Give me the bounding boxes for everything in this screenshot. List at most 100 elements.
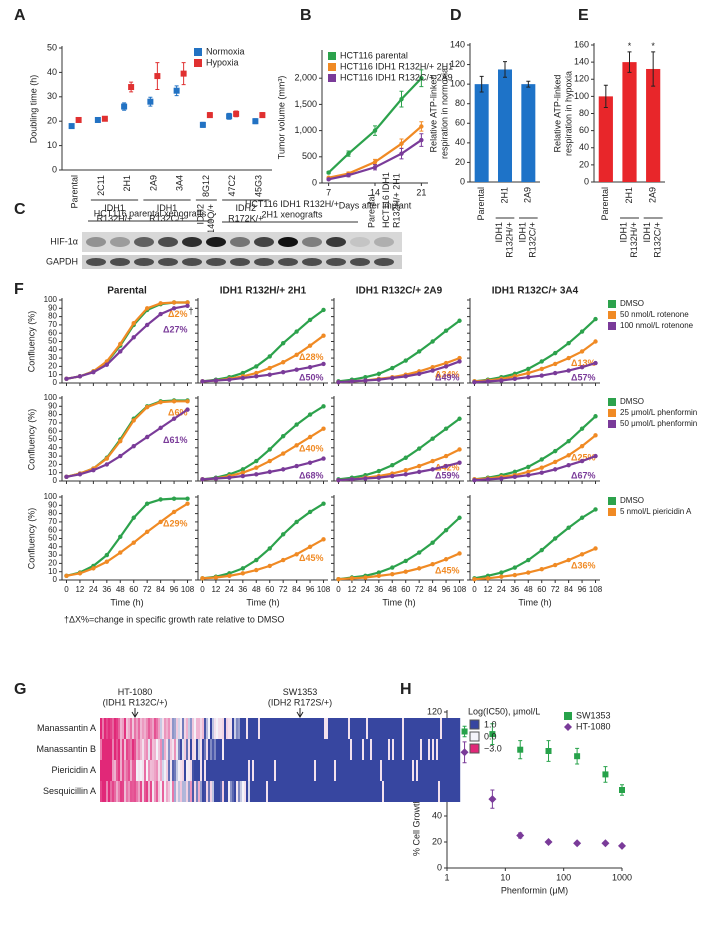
x-tick-label: 0 bbox=[336, 585, 341, 594]
heatmap-cell bbox=[112, 718, 115, 739]
annotation: Δ36% bbox=[571, 561, 595, 571]
heatmap-cell bbox=[358, 760, 361, 781]
heatmap-cell bbox=[418, 718, 421, 739]
heatmap-cell bbox=[426, 781, 429, 802]
heatmap-cell bbox=[410, 781, 413, 802]
category-label: 2A9 bbox=[148, 175, 158, 191]
point bbox=[443, 364, 449, 369]
heatmap-cell bbox=[274, 781, 277, 802]
line bbox=[202, 457, 324, 481]
point bbox=[552, 350, 558, 356]
heatmap-cell bbox=[150, 718, 153, 739]
heatmap-cell bbox=[444, 781, 447, 802]
heatmap-cell bbox=[112, 781, 115, 802]
heatmap-cell bbox=[212, 781, 215, 802]
heatmap-cell bbox=[250, 760, 253, 781]
point bbox=[200, 379, 205, 384]
heatmap-cell bbox=[308, 718, 311, 739]
x-tick-label: 72 bbox=[415, 585, 424, 594]
heatmap-cell bbox=[400, 718, 403, 739]
heatmap-cell bbox=[216, 781, 219, 802]
heatmap-cell bbox=[332, 781, 335, 802]
heatmap-cell bbox=[152, 781, 155, 802]
heatmap-cell bbox=[390, 781, 393, 802]
legend-label: HCT116 parental bbox=[340, 50, 408, 60]
x-tick-label: 96 bbox=[578, 585, 587, 594]
x-tick-label: 108 bbox=[453, 585, 467, 594]
heatmap-cell bbox=[130, 781, 133, 802]
heatmap-cell bbox=[160, 718, 163, 739]
heatmap-cell bbox=[240, 760, 243, 781]
heatmap-cell bbox=[126, 781, 129, 802]
heatmap-cell bbox=[296, 781, 299, 802]
heatmap-cell bbox=[134, 739, 137, 760]
heatmap-cell bbox=[238, 760, 241, 781]
heatmap-cell bbox=[130, 739, 133, 760]
heatmap-cell bbox=[182, 739, 185, 760]
y-tick-label: 100 bbox=[44, 295, 58, 304]
heatmap-cell bbox=[128, 781, 131, 802]
heatmap-cell bbox=[382, 739, 385, 760]
point bbox=[430, 458, 435, 464]
error-bar bbox=[546, 840, 551, 844]
heatmap-cell bbox=[232, 739, 235, 760]
point bbox=[363, 575, 368, 580]
heatmap-cell bbox=[364, 718, 367, 739]
heatmap-cell bbox=[326, 781, 329, 802]
heatmap-cell bbox=[222, 718, 225, 739]
x-tick-label: 84 bbox=[428, 585, 437, 594]
heatmap-cell bbox=[170, 718, 173, 739]
point bbox=[158, 425, 163, 431]
y-tick-label: 10 bbox=[48, 567, 57, 576]
error-bar bbox=[346, 173, 351, 178]
point bbox=[77, 571, 83, 576]
heatmap-row-label: Manassantin A bbox=[37, 723, 96, 733]
heatmap-cell bbox=[110, 760, 113, 781]
error-bar bbox=[518, 832, 523, 839]
heatmap-cell bbox=[386, 781, 389, 802]
heatmap-cell bbox=[346, 760, 349, 781]
annotation: Δ45% bbox=[435, 566, 459, 576]
heatmap-cell bbox=[362, 781, 365, 802]
heatmap-cell bbox=[258, 718, 261, 739]
error-bar bbox=[419, 69, 424, 88]
line bbox=[202, 362, 324, 383]
point bbox=[171, 300, 177, 305]
y-tick-label: 0 bbox=[53, 378, 58, 387]
point bbox=[349, 379, 355, 384]
heatmap-cell bbox=[110, 718, 113, 739]
heatmap-cell bbox=[422, 760, 425, 781]
heatmap-cell bbox=[282, 760, 285, 781]
heatmap-cell bbox=[266, 781, 269, 802]
heatmap-cell bbox=[332, 739, 335, 760]
heatmap-cell bbox=[186, 718, 189, 739]
point bbox=[430, 540, 435, 545]
point bbox=[77, 374, 83, 379]
point bbox=[321, 426, 326, 431]
heatmap-cell bbox=[244, 760, 247, 781]
heatmap-cell bbox=[230, 781, 233, 802]
point bbox=[403, 558, 408, 564]
heatmap-cell bbox=[224, 760, 227, 781]
chart-title: Parental bbox=[107, 286, 147, 297]
line bbox=[202, 405, 325, 481]
y-tick-label: 20 bbox=[47, 116, 57, 126]
chart-title: IDH1 R132H/+ 2H1 bbox=[220, 286, 307, 297]
bar bbox=[622, 62, 637, 182]
x-tick-label: 48 bbox=[116, 585, 125, 594]
point bbox=[171, 416, 177, 421]
blot-band bbox=[278, 258, 298, 266]
heatmap-cell bbox=[324, 739, 327, 760]
heatmap-cell bbox=[406, 760, 409, 781]
y-tick-label: 20 bbox=[432, 836, 442, 846]
point bbox=[118, 349, 123, 354]
legend-label: 100 nmol/L rotenone bbox=[620, 321, 694, 330]
point bbox=[267, 563, 272, 569]
point bbox=[416, 463, 422, 469]
point bbox=[526, 472, 531, 478]
x-tick-label: 60 bbox=[129, 585, 138, 594]
point bbox=[294, 552, 299, 557]
point bbox=[131, 443, 136, 449]
annotation: * bbox=[628, 41, 632, 51]
point bbox=[118, 534, 123, 540]
